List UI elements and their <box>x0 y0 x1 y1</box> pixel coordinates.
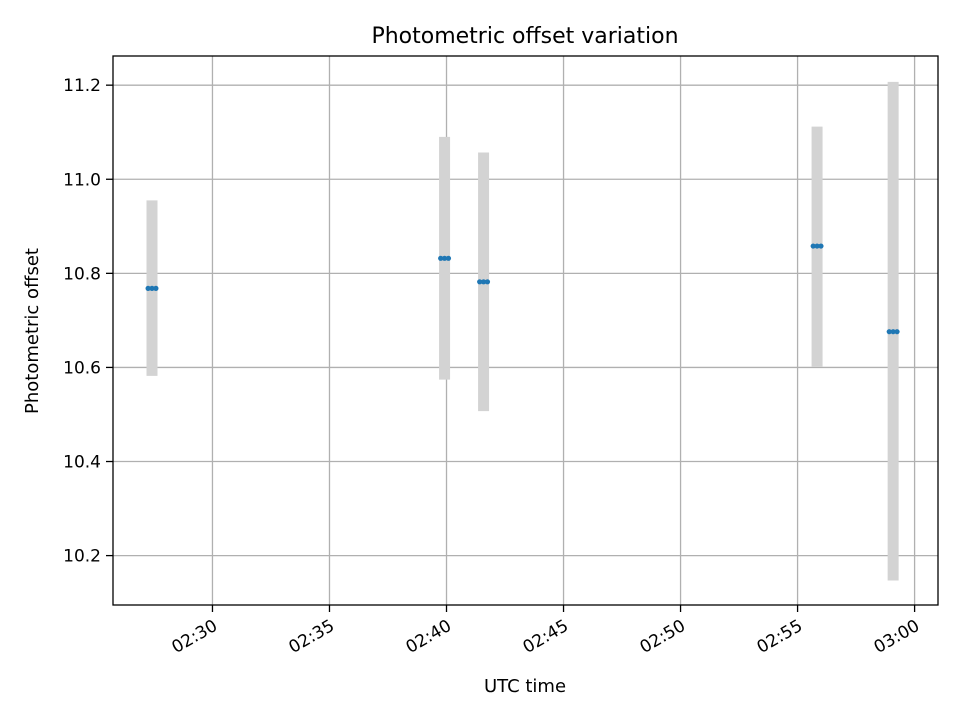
y-tick-label: 10.8 <box>63 264 101 284</box>
x-tick-label: 02:55 <box>754 616 806 658</box>
y-tick-label: 11.0 <box>63 170 101 190</box>
data-point <box>438 255 444 261</box>
data-point <box>477 279 483 285</box>
errorbars <box>146 81 899 581</box>
x-tick-label: 03:00 <box>871 616 923 658</box>
y-tick-label: 10.6 <box>63 358 101 378</box>
x-tick-label: 02:50 <box>637 616 689 658</box>
x-axis-ticks: 02:30 02:35 02:40 02:45 02:50 02:55 03:00 <box>169 605 923 658</box>
data-point <box>894 329 900 335</box>
plot-frame <box>112 55 939 606</box>
data-point <box>484 279 491 285</box>
x-axis-label: UTC time <box>484 676 566 697</box>
y-tick-label: 11.2 <box>63 76 101 96</box>
data-point <box>814 243 820 249</box>
data-points <box>145 243 900 335</box>
grid <box>113 56 938 605</box>
data-point <box>145 285 151 291</box>
data-point <box>890 329 896 335</box>
y-tick-label: 10.4 <box>63 453 101 473</box>
data-point <box>886 329 892 335</box>
data-point <box>153 285 159 291</box>
x-tick-label: 02:45 <box>520 616 572 658</box>
data-point <box>818 243 824 249</box>
data-point <box>810 243 816 249</box>
y-axis-ticks: 10.2 10.4 10.6 10.8 11.0 11.2 <box>63 76 113 567</box>
y-tick-label: 10.2 <box>63 547 101 567</box>
x-tick-label: 02:30 <box>169 616 221 658</box>
x-tick-label: 02:40 <box>403 616 455 658</box>
data-point <box>441 255 448 261</box>
data-point <box>480 279 487 285</box>
x-tick-label: 02:35 <box>286 616 338 658</box>
data-point <box>445 255 452 261</box>
data-point <box>149 285 155 291</box>
y-axis-label: Photometric offset <box>22 248 43 414</box>
chart-title: Photometric offset variation <box>371 24 678 49</box>
